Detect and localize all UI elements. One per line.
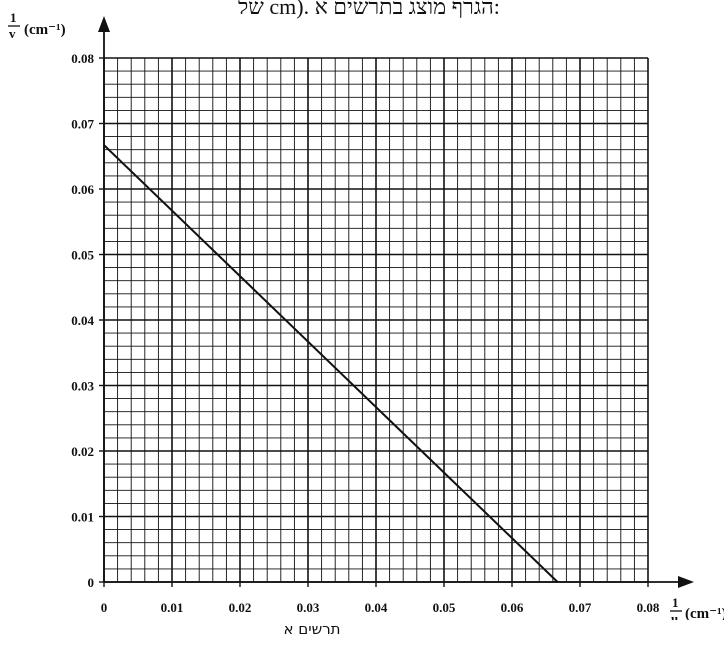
x-tick-label: 0.02 <box>229 600 252 615</box>
x-tick-label: 0.03 <box>297 600 320 615</box>
y-tick-label: 0.03 <box>71 379 94 394</box>
x-label-unit: (cm⁻¹) <box>685 606 724 620</box>
y-tick-label: 0.06 <box>71 182 94 197</box>
y-label-unit: (cm⁻¹) <box>24 22 66 38</box>
y-axis-label: 1 v (cm⁻¹) <box>8 10 66 41</box>
x-tick-label: 0 <box>101 600 108 615</box>
x-tick-label: 0.06 <box>501 600 524 615</box>
y-tick-label: 0.02 <box>71 444 94 459</box>
series-layer <box>103 144 559 583</box>
y-tick-label: 0.08 <box>71 51 94 66</box>
y-tick-label: 0.01 <box>71 510 94 525</box>
x-tick-label: 0.05 <box>433 600 456 615</box>
y-tick-label: 0 <box>88 575 95 590</box>
x-axis-arrow <box>678 576 694 588</box>
x-label-numerator: 1 <box>672 595 679 610</box>
x-tick-labels: 0 0.01 0.02 0.03 0.04 0.05 0.06 0.07 0.08 <box>101 600 660 615</box>
y-tick-label: 0.05 <box>71 248 94 263</box>
x-tick-label: 0.04 <box>365 600 388 615</box>
y-tick-label: 0.04 <box>71 313 94 328</box>
chart: 0 0.01 0.02 0.03 0.04 0.05 0.06 0.07 0.08 00.010… <box>8 10 724 620</box>
x-label-denominator: u <box>671 611 678 620</box>
figure-caption: תרשים א <box>283 620 341 638</box>
x-tick-label: 0.07 <box>569 600 592 615</box>
header-text: של cm). הגרף מוצג בתרשים א: <box>238 0 500 19</box>
y-label-numerator: 1 <box>10 10 17 25</box>
y-axis-arrow <box>98 16 110 32</box>
axes <box>98 16 694 588</box>
x-tick-label: 0.01 <box>161 600 184 615</box>
series-line <box>103 144 559 583</box>
x-tick-label: 0.08 <box>637 600 660 615</box>
y-tick-labels: 0 0.01 0.02 0.03 0.04 0.05 0.06 0.07 0.08 <box>71 51 94 590</box>
y-tick-label: 0.07 <box>71 117 94 132</box>
y-label-denominator: v <box>9 26 16 41</box>
x-axis-label: 1 u (cm⁻¹) <box>670 595 724 620</box>
